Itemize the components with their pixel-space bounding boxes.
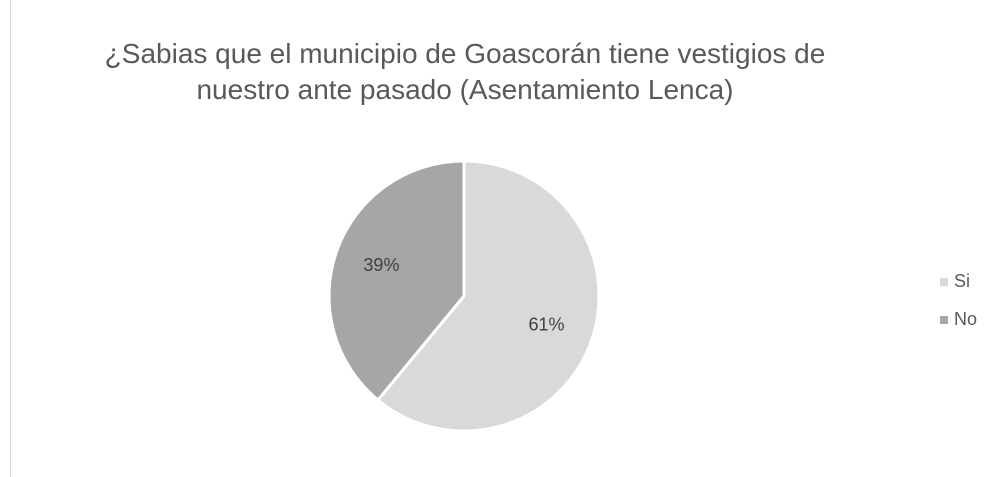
pie-slice	[327, 159, 466, 402]
data-label: 61%	[529, 314, 565, 334]
chart-title: ¿Sabias que el municipio de Goascorán ti…	[104, 38, 826, 105]
legend-swatch	[940, 278, 948, 286]
pie-slice	[376, 159, 601, 433]
data-label: 39%	[363, 255, 399, 275]
legend-swatch	[940, 316, 948, 324]
legend-label: Si	[954, 271, 970, 291]
legend-label: No	[954, 309, 977, 329]
